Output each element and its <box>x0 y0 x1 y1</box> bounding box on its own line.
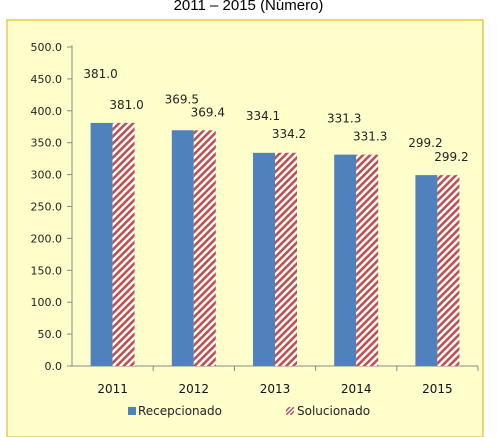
y-tick-label: 200.0 <box>31 232 63 245</box>
y-tick-label: 350.0 <box>31 137 63 150</box>
y-tick-label: 400.0 <box>31 105 63 118</box>
bar-recepcionado-2015 <box>415 175 438 366</box>
data-label-recepcionado: 334.1 <box>246 109 280 123</box>
x-tick-label: 2013 <box>260 382 291 396</box>
y-tick-label: 250.0 <box>31 201 63 214</box>
bar-solucionado-2015 <box>437 175 460 366</box>
chart-title: 2011 – 2015 (Número) <box>173 0 324 14</box>
data-label-solucionado: 299.2 <box>434 150 468 164</box>
x-tick-label: 2011 <box>97 382 128 396</box>
data-label-recepcionado: 381.0 <box>83 67 117 81</box>
bar-solucionado-2014 <box>356 154 379 366</box>
data-label-recepcionado: 299.2 <box>408 136 442 150</box>
bar-solucionado-2013 <box>275 152 297 366</box>
bar-solucionado-2012 <box>193 130 216 366</box>
y-tick-label: 50.0 <box>38 328 63 341</box>
chart-area-background <box>6 19 484 437</box>
data-label-solucionado: 334.2 <box>272 127 306 141</box>
y-tick-label: 500.0 <box>31 41 63 54</box>
bar-recepcionado-2014 <box>334 154 357 366</box>
bar-recepcionado-2013 <box>253 152 275 366</box>
x-tick-label: 2015 <box>422 382 453 396</box>
legend-label-solucionado: Solucionado <box>297 404 370 418</box>
y-tick-label: 150.0 <box>31 264 63 277</box>
bar-solucionado-2011 <box>112 122 135 366</box>
x-tick-label: 2014 <box>341 382 372 396</box>
data-label-solucionado: 381.0 <box>109 98 143 112</box>
y-tick-label: 100.0 <box>31 296 63 309</box>
legend-swatch-solucionado <box>286 407 294 415</box>
y-tick-label: 450.0 <box>31 73 63 86</box>
y-tick-label: 300.0 <box>31 169 63 182</box>
data-label-solucionado: 331.3 <box>353 130 387 144</box>
data-label-solucionado: 369.4 <box>191 105 225 119</box>
data-label-recepcionado: 331.3 <box>327 112 361 126</box>
bar-recepcionado-2011 <box>90 122 113 366</box>
legend-swatch-recepcionado <box>128 407 136 415</box>
x-tick-label: 2012 <box>179 382 210 396</box>
data-label-recepcionado: 369.5 <box>165 92 199 106</box>
bar-recepcionado-2012 <box>171 130 194 366</box>
y-tick-label: 0.0 <box>45 360 63 373</box>
legend-label-recepcionado: Recepcionado <box>138 404 222 418</box>
